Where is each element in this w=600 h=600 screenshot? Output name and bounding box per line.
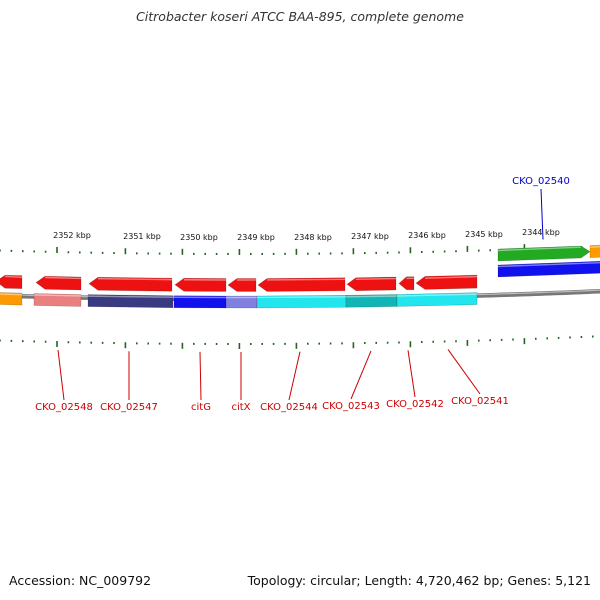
gene-arrow-reverse [35,275,82,291]
gene-arrow-reverse-shine [424,275,478,279]
gene-class-block [87,294,174,309]
gene-arrow-reverse [346,276,397,292]
gene-label[interactable]: CKO_02548 [35,402,93,413]
genome-summary-text: Topology: circular; Length: 4,720,462 bp… [247,573,591,588]
gene-class-block-forward [497,260,600,278]
gene-arrow-forward-shine [497,246,582,252]
ruler-tick-label: 2347 kbp [351,232,389,241]
gene-class-block-shine [33,294,82,297]
gene-arrow-reverse-shine [4,275,23,278]
gene-label[interactable]: CKO_02541 [451,396,509,407]
gene-arrow-reverse [174,277,227,292]
gene-label[interactable]: CKO_02544 [260,402,318,413]
gene-label-leader [447,349,481,395]
gene-label[interactable]: CKO_02540 [512,176,570,187]
gene-arrow-reverse [257,277,346,292]
gene-class-block [396,292,478,307]
gene-label[interactable]: CKO_02542 [386,399,444,410]
gene-class-block-forward [589,244,600,258]
gene-class-block-shine [0,293,23,296]
accession-text: Accession: NC_009792 [9,573,152,588]
ruler-tick-label: 2349 kbp [237,233,275,242]
gene-class-block-forward-shine [497,261,600,268]
gene-arrow-reverse-shine [97,277,173,281]
gene-class-block [33,293,82,307]
gene-arrow-forward [497,245,591,262]
gene-class-block-shine [396,293,478,297]
gene-class-block-shine [256,296,347,299]
gene-arrow-reverse-shine [355,277,397,281]
gene-arrow-reverse-shine [44,276,82,280]
genome-title: Citrobacter koseri ATCC BAA-895, complet… [136,9,464,24]
ruler-tick-label: 2348 kbp [294,233,332,242]
gene-label[interactable]: citX [231,402,250,413]
ruler-tick-label: 2346 kbp [408,231,446,240]
gene-class-block-forward-shine [589,246,600,248]
gene-arrow-reverse [398,276,415,291]
gene-arrow-reverse [0,274,23,289]
ruler-tick-label: 2344 kbp [522,228,560,237]
gene-class-block [0,292,23,306]
ruler-tick-label: 2345 kbp [465,230,503,239]
gene-class-block-shine [345,295,398,298]
gene-arrow-reverse [227,278,257,292]
gene-label[interactable]: citG [191,402,211,413]
gene-label-leader [57,349,65,401]
gene-arrow-reverse [415,274,478,290]
ruler-tick-label: 2351 kbp [123,232,161,241]
gene-arrow-reverse [88,276,173,292]
gene-label[interactable]: CKO_02547 [100,402,158,413]
gene-class-block-shine [87,295,174,298]
gene-label-leader [350,350,372,400]
gene-label-leader [407,350,416,398]
gene-label-leader [540,188,544,240]
gene-label[interactable]: CKO_02543 [322,401,380,412]
ruler-tick-label: 2352 kbp [53,231,91,240]
gene-arrow-reverse-shine [266,278,346,281]
gene-label-leader [288,351,301,401]
gene-label-leader [199,351,202,401]
ruler-tick-label: 2350 kbp [180,233,218,242]
